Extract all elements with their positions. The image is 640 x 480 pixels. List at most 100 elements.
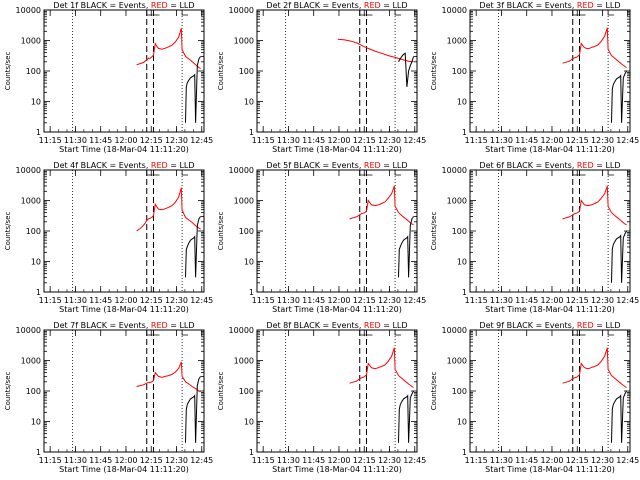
- panel-title: Det 6f BLACK = Events, RED = LLD: [479, 161, 620, 170]
- series-line-black: [611, 390, 628, 443]
- x-tick-label: 12:00: [327, 456, 350, 465]
- panel-title: Det 4f BLACK = Events, RED = LLD: [53, 161, 194, 170]
- x-tick-label: 12:45: [403, 456, 426, 465]
- series-line-black: [611, 70, 628, 123]
- x-tick-label: 11:30: [64, 456, 87, 465]
- y-axis-label: Counts/sec: [4, 52, 12, 91]
- x-tick-label: 11:15: [465, 456, 488, 465]
- x-tick-label: 12:15: [566, 456, 589, 465]
- panel-9: Det 9f BLACK = Events, RED = LLD 1 10 100 10…: [430, 321, 639, 474]
- y-tick-label: 1000: [21, 357, 41, 366]
- x-tick-label: 11:30: [64, 136, 87, 145]
- series-line-black: [611, 230, 628, 283]
- plot-frame: [256, 9, 418, 133]
- y-tick-label: 10000: [16, 6, 41, 15]
- top-marker: [146, 10, 153, 16]
- y-tick-label: 10000: [442, 326, 467, 335]
- series-line-black: [185, 376, 202, 443]
- y-axis-label: Counts/sec: [430, 212, 438, 251]
- x-tick-label: 11:30: [277, 136, 300, 145]
- top-marker: [153, 170, 160, 176]
- panel-title: Det 8f BLACK = Events, RED = LLD: [266, 321, 407, 330]
- top-marker: [359, 10, 366, 16]
- x-tick-label: 12:15: [140, 136, 163, 145]
- plot-frame: [469, 329, 631, 453]
- y-tick-label: 10: [457, 418, 467, 427]
- series-line-red: [136, 28, 201, 70]
- x-tick-label: 12:30: [591, 136, 614, 145]
- x-tick-label: 11:30: [490, 296, 513, 305]
- x-tick-label: 12:00: [540, 136, 563, 145]
- y-tick-label: 10000: [229, 326, 254, 335]
- y-tick-label: 10: [31, 98, 41, 107]
- y-tick-label: 1000: [234, 197, 254, 206]
- top-marker: [572, 330, 579, 336]
- series-line-red: [562, 185, 627, 226]
- plot-frame: [256, 329, 418, 453]
- panel-4: Det 4f BLACK = Events, RED = LLD 1 10 100 10…: [4, 161, 213, 314]
- series-line-black: [398, 390, 415, 443]
- x-tick-label: 12:15: [353, 136, 376, 145]
- x-axis-label: Start Time (18-Mar-04 11:11:20): [485, 465, 615, 474]
- y-tick-label: 10000: [229, 6, 254, 15]
- y-tick-label: 10000: [16, 166, 41, 175]
- top-marker: [366, 330, 373, 336]
- series-line-red: [136, 361, 201, 393]
- top-marker: [181, 170, 189, 176]
- y-tick-label: 100: [239, 67, 254, 76]
- y-tick-label: 1: [249, 448, 254, 457]
- series-line-black: [398, 216, 415, 278]
- series-line-black: [185, 56, 202, 123]
- x-tick-label: 11:30: [490, 136, 513, 145]
- x-tick-label: 11:45: [515, 296, 538, 305]
- x-tick-label: 12:15: [353, 456, 376, 465]
- top-marker: [394, 10, 402, 16]
- y-tick-label: 10: [31, 258, 41, 267]
- panel-title: Det 3f BLACK = Events, RED = LLD: [479, 1, 620, 10]
- y-axis-label: Counts/sec: [4, 372, 12, 411]
- x-tick-label: 12:00: [114, 296, 137, 305]
- y-tick-label: 100: [26, 67, 41, 76]
- x-tick-label: 11:45: [89, 136, 112, 145]
- x-tick-label: 12:15: [566, 296, 589, 305]
- plot-frame: [43, 9, 205, 133]
- x-axis-label: Start Time (18-Mar-04 11:11:20): [485, 305, 615, 314]
- y-tick-label: 10: [457, 98, 467, 107]
- x-tick-label: 12:45: [616, 456, 639, 465]
- x-axis-label: Start Time (18-Mar-04 11:11:20): [485, 145, 615, 154]
- top-marker: [366, 10, 373, 16]
- y-tick-label: 100: [452, 387, 467, 396]
- y-tick-label: 1000: [447, 37, 467, 46]
- y-tick-label: 1: [462, 448, 467, 457]
- x-tick-label: 12:45: [190, 456, 213, 465]
- series-line-red: [349, 185, 414, 226]
- y-axis-label: Counts/sec: [217, 52, 225, 91]
- y-tick-label: 100: [239, 387, 254, 396]
- x-tick-label: 11:15: [39, 456, 62, 465]
- y-tick-label: 1000: [234, 37, 254, 46]
- top-marker: [366, 170, 373, 176]
- y-tick-label: 1: [462, 128, 467, 137]
- plot-frame: [43, 169, 205, 293]
- x-tick-label: 12:45: [616, 296, 639, 305]
- y-tick-label: 1: [462, 288, 467, 297]
- x-tick-label: 12:45: [616, 136, 639, 145]
- x-axis-label: Start Time (18-Mar-04 11:11:20): [59, 145, 189, 154]
- panel-3: Det 3f BLACK = Events, RED = LLD 1 10 100 10…: [430, 1, 639, 154]
- panel-2: Det 2f BLACK = Events, RED = LLD 1 10 100 10…: [217, 1, 426, 154]
- x-tick-label: 12:30: [378, 456, 401, 465]
- x-tick-label: 11:30: [64, 296, 87, 305]
- top-marker: [153, 330, 160, 336]
- y-tick-label: 10000: [16, 326, 41, 335]
- x-tick-label: 11:45: [515, 136, 538, 145]
- y-tick-label: 10: [31, 418, 41, 427]
- x-tick-label: 11:15: [252, 136, 275, 145]
- y-tick-label: 1000: [447, 197, 467, 206]
- series-line-red: [337, 38, 414, 63]
- x-axis-label: Start Time (18-Mar-04 11:11:20): [59, 465, 189, 474]
- x-tick-label: 12:45: [190, 136, 213, 145]
- x-tick-label: 12:15: [140, 456, 163, 465]
- y-tick-label: 10: [244, 258, 254, 267]
- y-axis-label: Counts/sec: [4, 212, 12, 251]
- y-tick-label: 10000: [229, 166, 254, 175]
